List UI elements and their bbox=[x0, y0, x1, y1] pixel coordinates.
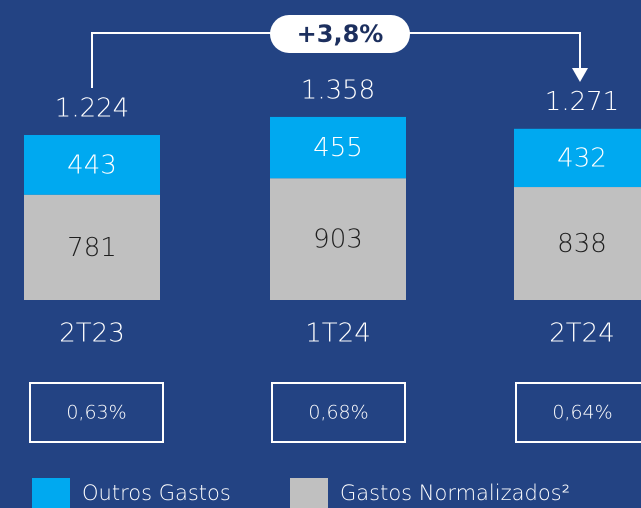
annotation: 0,64% bbox=[552, 402, 612, 424]
change-pill bbox=[270, 15, 410, 53]
bar-segment bbox=[270, 116, 406, 179]
change-label: +3,8% bbox=[297, 20, 384, 48]
bar-segment bbox=[24, 194, 160, 300]
change-connector bbox=[400, 32, 581, 70]
legend-swatch bbox=[32, 478, 70, 508]
annotation: 0,63% bbox=[66, 402, 126, 424]
bar-segment bbox=[270, 178, 406, 300]
annotation-box bbox=[271, 382, 406, 443]
value-label: 781 bbox=[67, 233, 117, 263]
x-tick-label: 2T23 bbox=[59, 319, 125, 349]
bar-segment bbox=[514, 187, 641, 300]
value-label: 903 bbox=[313, 225, 363, 255]
value-label: 443 bbox=[67, 150, 117, 180]
bar-segment bbox=[514, 128, 641, 188]
annotation-box bbox=[29, 382, 164, 443]
value-label: 455 bbox=[313, 133, 363, 163]
legend-label: Outros Gastos bbox=[82, 481, 231, 505]
total-label: 1.358 bbox=[301, 75, 375, 105]
x-tick-label: 2T24 bbox=[549, 319, 615, 349]
total-label: 1.224 bbox=[55, 94, 129, 124]
x-tick-label: 1T24 bbox=[305, 319, 371, 349]
change-connector bbox=[91, 32, 280, 88]
change-arrowhead bbox=[572, 68, 588, 82]
annotation: 0,68% bbox=[308, 402, 368, 424]
value-label: 838 bbox=[557, 229, 607, 259]
value-label: 432 bbox=[557, 143, 607, 173]
bar-segment bbox=[24, 135, 160, 195]
total-label: 1.271 bbox=[545, 87, 619, 117]
legend-label: Gastos Normalizados² bbox=[340, 481, 570, 505]
legend-swatch bbox=[290, 478, 328, 508]
annotation-box bbox=[515, 382, 641, 443]
